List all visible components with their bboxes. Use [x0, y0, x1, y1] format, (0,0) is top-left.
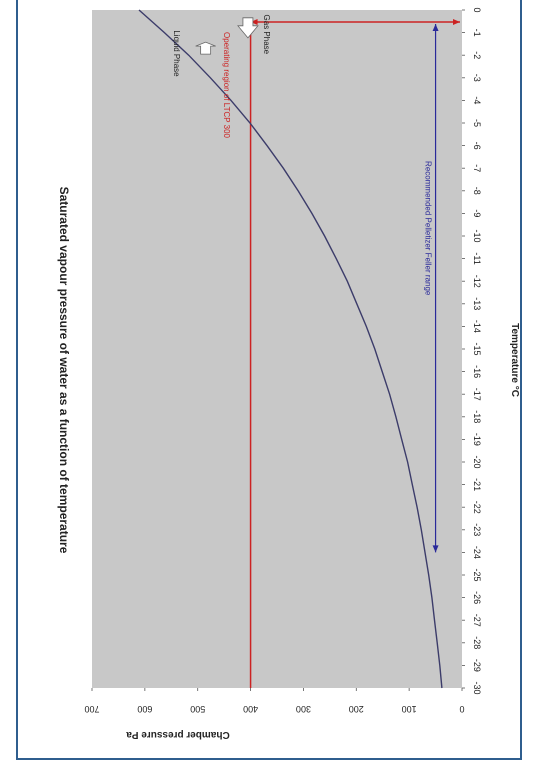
temperature-tick-label: -6: [472, 142, 482, 150]
temperature-tick-label: -22: [472, 501, 482, 514]
temperature-tick-label: -20: [472, 455, 482, 468]
temperature-tick-label: -7: [472, 164, 482, 172]
liquid-phase-label: Liquid Phase: [172, 30, 181, 77]
pressure-tick-label: 400: [243, 704, 258, 714]
temperature-tick-label: -19: [472, 433, 482, 446]
temperature-tick-label: -1: [472, 29, 482, 37]
recommended-range-label: Recommended Pelletizer Feller range: [424, 161, 433, 296]
operating-region-label: Operating region of LTCP 300: [222, 32, 231, 139]
temperature-tick-label: -24: [472, 546, 482, 559]
temperature-tick-label: -8: [472, 187, 482, 195]
temperature-tick-label: -18: [472, 410, 482, 423]
gas-phase-label: Gas Phase: [262, 15, 271, 55]
temperature-axis-title: Temperature °C: [509, 323, 520, 397]
temperature-tick-label: -26: [472, 591, 482, 604]
chart-title-text: Saturated vapour pressure of water as a …: [57, 187, 71, 554]
temperature-tick-label: -14: [472, 320, 482, 333]
pressure-tick-label: 500: [190, 704, 205, 714]
temperature-tick-label: -13: [472, 297, 482, 310]
temperature-tick-label: -10: [472, 229, 482, 242]
temperature-tick-label: -5: [472, 119, 482, 127]
temperature-tick-label: -16: [472, 365, 482, 378]
temperature-tick-label: -23: [472, 523, 482, 536]
chart-frame: Saturated vapour pressure of water as a …: [16, 0, 522, 760]
temperature-tick-label: -30: [472, 681, 482, 694]
temperature-tick-label: 0: [472, 7, 482, 12]
pressure-axis-title: Chamber pressure Pa: [126, 729, 230, 740]
temperature-tick-label: -15: [472, 342, 482, 355]
pressure-tick-label: 300: [296, 704, 311, 714]
chart-title: Saturated vapour pressure of water as a …: [57, 187, 71, 554]
temperature-tick-label: -12: [472, 275, 482, 288]
temperature-tick-label: -27: [472, 614, 482, 627]
temperature-tick-label: -28: [472, 636, 482, 649]
pressure-tick-label: 700: [84, 704, 99, 714]
temperature-tick-label: -11: [472, 252, 482, 264]
temperature-tick-label: -17: [472, 388, 482, 401]
pressure-tick-label: 100: [402, 704, 417, 714]
temperature-tick-label: -21: [472, 478, 482, 491]
pressure-tick-label: 200: [349, 704, 364, 714]
plot-area: [92, 10, 462, 688]
temperature-ticks: 0 -1 -2 -3 -4 -5 -6 -7 -8 -9 -10 -11 -12 -13 -14 -15 -16…: [462, 7, 482, 694]
pressure-tick-label: 600: [137, 704, 152, 714]
temperature-tick-label: -25: [472, 568, 482, 581]
temperature-tick-label: -4: [472, 96, 482, 104]
temperature-tick-label: -9: [472, 209, 482, 217]
temperature-tick-label: -2: [472, 51, 482, 59]
pressure-tick-label: 0: [459, 704, 464, 714]
vapour-pressure-chart: Saturated vapour pressure of water as a …: [18, 0, 524, 760]
temperature-tick-label: -3: [472, 74, 482, 82]
pressure-ticks: 0 100 200 300 400 500 600 700: [84, 688, 464, 714]
temperature-tick-label: -29: [472, 659, 482, 672]
